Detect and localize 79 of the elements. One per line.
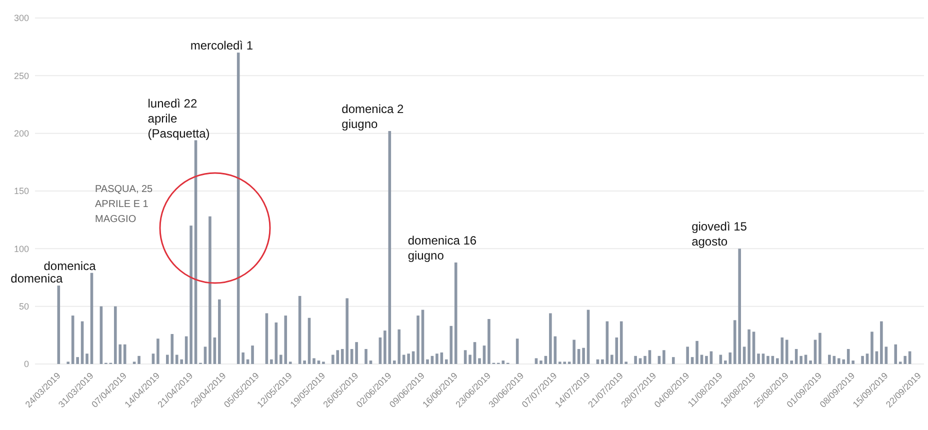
bar xyxy=(355,342,358,364)
bar xyxy=(473,342,476,364)
bar xyxy=(454,262,458,364)
bar xyxy=(190,226,192,364)
bar xyxy=(156,338,160,364)
bar xyxy=(572,340,576,364)
bar xyxy=(766,356,770,364)
bar xyxy=(426,359,429,364)
y-tick-label: 0 xyxy=(24,359,29,370)
bar xyxy=(152,354,155,364)
bar xyxy=(762,354,765,364)
bar xyxy=(364,349,368,364)
bar xyxy=(86,354,88,364)
bar xyxy=(705,356,708,364)
bar xyxy=(407,354,410,364)
bar xyxy=(800,356,802,364)
bar xyxy=(317,360,320,364)
bar xyxy=(218,299,221,364)
bar xyxy=(57,286,60,364)
bar xyxy=(686,346,689,364)
bar xyxy=(384,330,386,364)
bar xyxy=(270,359,273,364)
bar xyxy=(696,340,698,364)
y-tick-label: 100 xyxy=(14,244,29,254)
bar xyxy=(757,354,760,364)
bar xyxy=(242,352,244,364)
bar xyxy=(138,356,140,364)
bar xyxy=(540,360,542,364)
y-tick-label: 300 xyxy=(14,13,29,24)
bar xyxy=(534,358,538,364)
bar xyxy=(582,348,585,364)
bar xyxy=(672,357,675,364)
y-tick-label: 200 xyxy=(14,128,29,138)
bar xyxy=(880,321,883,364)
bar xyxy=(464,350,467,364)
bar xyxy=(549,313,552,364)
bar xyxy=(204,346,207,364)
bar xyxy=(894,344,898,364)
bar xyxy=(648,350,652,364)
bar xyxy=(748,329,750,364)
annotation: domenica xyxy=(44,258,96,273)
bar xyxy=(478,358,481,364)
bar xyxy=(601,359,604,364)
bar xyxy=(488,319,490,364)
bar xyxy=(662,350,666,364)
annotation: domenica 16 giugno xyxy=(408,234,477,263)
annotation: domenica xyxy=(10,272,63,286)
bar xyxy=(870,332,874,364)
bar xyxy=(690,357,694,364)
y-tick-label: 50 xyxy=(18,301,29,312)
bar xyxy=(752,332,756,364)
annotation: PASQUA, 25 APRILE E 1 MAGGIO xyxy=(95,184,154,225)
bar xyxy=(468,354,472,364)
bar xyxy=(516,338,519,364)
bar xyxy=(76,357,79,364)
bar xyxy=(818,332,822,364)
y-tick-label: 250 xyxy=(14,70,29,81)
bar xyxy=(742,346,746,364)
bar xyxy=(852,360,854,364)
bar xyxy=(638,358,642,364)
bar xyxy=(436,354,438,364)
bar xyxy=(208,216,212,364)
bar xyxy=(884,346,888,364)
bar xyxy=(251,346,254,364)
annotation: mercoledì 1 xyxy=(190,38,254,53)
bar xyxy=(416,316,420,364)
annotation: domenica 2 giugno xyxy=(342,102,404,132)
bar xyxy=(861,356,864,364)
bar xyxy=(303,360,306,364)
bar xyxy=(369,360,372,364)
annotation: lunedì 22 aprile (Pasquetta) xyxy=(148,96,210,140)
bar xyxy=(828,354,831,364)
bar xyxy=(809,360,812,364)
y-tick-label: 150 xyxy=(14,186,29,196)
bar xyxy=(644,356,646,364)
bar xyxy=(312,358,316,364)
bar xyxy=(634,356,637,364)
bar xyxy=(866,354,869,364)
annotation: giovedì 15 agosto xyxy=(692,220,748,249)
